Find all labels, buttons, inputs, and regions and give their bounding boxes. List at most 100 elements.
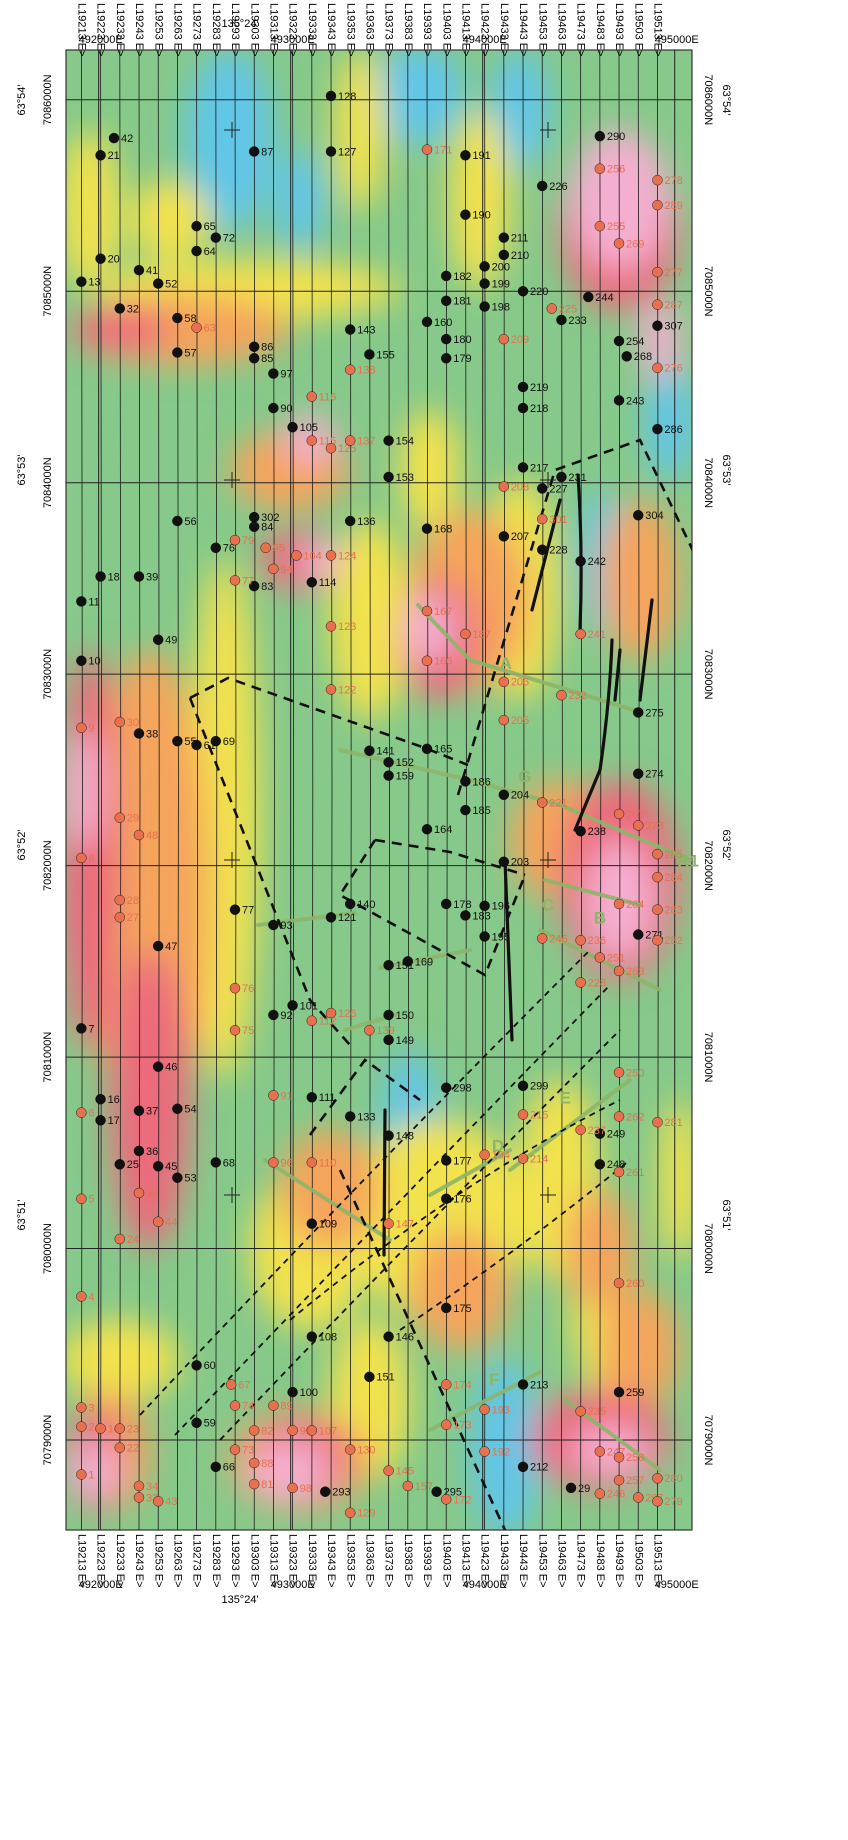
drill-hole (652, 321, 662, 331)
drill-hole-label: 154 (396, 435, 414, 447)
northing-label: 7081000N (702, 1032, 714, 1083)
drill-hole (422, 824, 432, 834)
drill-hole (115, 1159, 125, 1169)
survey-line-label: L19343 E> (325, 1534, 337, 1588)
drill-hole-label: 166 (434, 656, 452, 668)
latitude-label: 63°53' (16, 455, 28, 486)
drill-hole-label: 290 (607, 131, 625, 143)
latitude-label: 63°54' (720, 85, 732, 116)
drill-hole (518, 1081, 528, 1091)
drill-hole (537, 933, 547, 943)
drill-hole-label: 121 (338, 912, 356, 924)
northing-label: 7080000N (42, 1223, 54, 1274)
drill-hole-label: 140 (357, 899, 375, 911)
zone-label: E (560, 1089, 571, 1108)
drill-hole (134, 1481, 144, 1491)
drill-hole (268, 403, 278, 413)
drill-hole (307, 1425, 317, 1435)
survey-line-label: L19403 E> (440, 3, 452, 57)
drill-hole (230, 905, 240, 915)
drill-hole-label: 116 (319, 391, 337, 403)
survey-line-label: L19493 E> (613, 1534, 625, 1588)
drill-hole-label: 95 (273, 543, 285, 555)
drill-hole (345, 325, 355, 335)
drill-hole (566, 1483, 576, 1493)
drill-hole (384, 771, 394, 781)
drill-hole (460, 150, 470, 160)
drill-hole-label: 60 (204, 1360, 216, 1372)
drill-hole-label: 123 (338, 621, 356, 633)
drill-hole (537, 797, 547, 807)
latitude-label: 63°53' (720, 455, 732, 486)
drill-hole-label: 37 (146, 1106, 158, 1118)
drill-hole-label: 125 (338, 443, 356, 455)
drill-hole (153, 1217, 163, 1227)
drill-hole-label: 226 (549, 181, 567, 193)
drill-hole (422, 317, 432, 327)
drill-hole-label: 97 (280, 368, 292, 380)
northing-label: 7085000N (42, 266, 54, 317)
drill-hole (518, 286, 528, 296)
drill-hole-label: 72 (223, 233, 235, 245)
drill-hole (518, 403, 528, 413)
drill-hole-label: 127 (338, 146, 356, 158)
drill-hole (115, 895, 125, 905)
drill-hole (320, 1487, 330, 1497)
drill-hole-label: 254 (626, 336, 644, 348)
drill-hole (230, 1445, 240, 1455)
drill-hole-label: 287 (664, 300, 682, 312)
drill-hole-label: 255 (607, 221, 625, 233)
drill-hole-label: 208 (511, 481, 529, 493)
drill-hole-label: 77 (242, 575, 254, 587)
drill-hole (96, 1094, 106, 1104)
drill-hole (614, 1067, 624, 1077)
zone-label: A (500, 654, 512, 673)
drill-hole-label: 29 (578, 1483, 590, 1495)
drill-hole-label: 169 (415, 956, 433, 968)
drill-hole (652, 363, 662, 373)
drill-hole-label: 307 (664, 321, 682, 333)
drill-hole-label: 164 (434, 824, 452, 836)
drill-hole-label: 133 (357, 1111, 375, 1123)
drill-hole-label: 84 (261, 522, 273, 534)
drill-hole-label: 187 (472, 629, 490, 641)
drill-hole (614, 238, 624, 248)
drill-hole-label: 28 (127, 895, 139, 907)
drill-hole-label: 109 (319, 1219, 337, 1231)
drill-hole-label: 174 (453, 1379, 471, 1391)
drill-hole-label: 110 (319, 1157, 337, 1169)
drill-hole (441, 1083, 451, 1093)
drill-hole (652, 267, 662, 277)
drill-hole-label: 73 (242, 1444, 254, 1456)
drill-hole (307, 1016, 317, 1026)
drill-hole-label: 2 (88, 1422, 94, 1434)
drill-hole-label: 153 (396, 472, 414, 484)
drill-hole-label: 136 (357, 516, 375, 528)
drill-hole (249, 342, 259, 352)
survey-line-label: L19413 E> (459, 3, 471, 57)
drill-hole-label: 298 (453, 1083, 471, 1095)
drill-hole (595, 1447, 605, 1457)
drill-hole-label: 191 (472, 150, 490, 162)
drill-hole (614, 1475, 624, 1485)
survey-line-label: L19473 E> (575, 3, 587, 57)
drill-hole-label: 267 (626, 809, 644, 821)
survey-line-label: L19473 E> (575, 1534, 587, 1588)
drill-hole (364, 746, 374, 756)
drill-hole (652, 1473, 662, 1483)
drill-hole (249, 1425, 259, 1435)
drill-hole-label: 122 (338, 684, 356, 696)
drill-hole-label: 10 (88, 656, 100, 668)
drill-hole-label: 139 (376, 1025, 394, 1037)
drill-hole (134, 1106, 144, 1116)
drill-hole-label: 186 (472, 776, 490, 788)
drill-hole-label: 148 (396, 1130, 414, 1142)
drill-hole (115, 303, 125, 313)
drill-hole (211, 233, 221, 243)
drill-hole-label: 65 (204, 221, 216, 233)
drill-hole (422, 656, 432, 666)
drill-hole (76, 1194, 86, 1204)
survey-line-label: L19323 E> (287, 3, 299, 57)
drill-hole (172, 736, 182, 746)
drill-hole-label: 190 (472, 210, 490, 222)
